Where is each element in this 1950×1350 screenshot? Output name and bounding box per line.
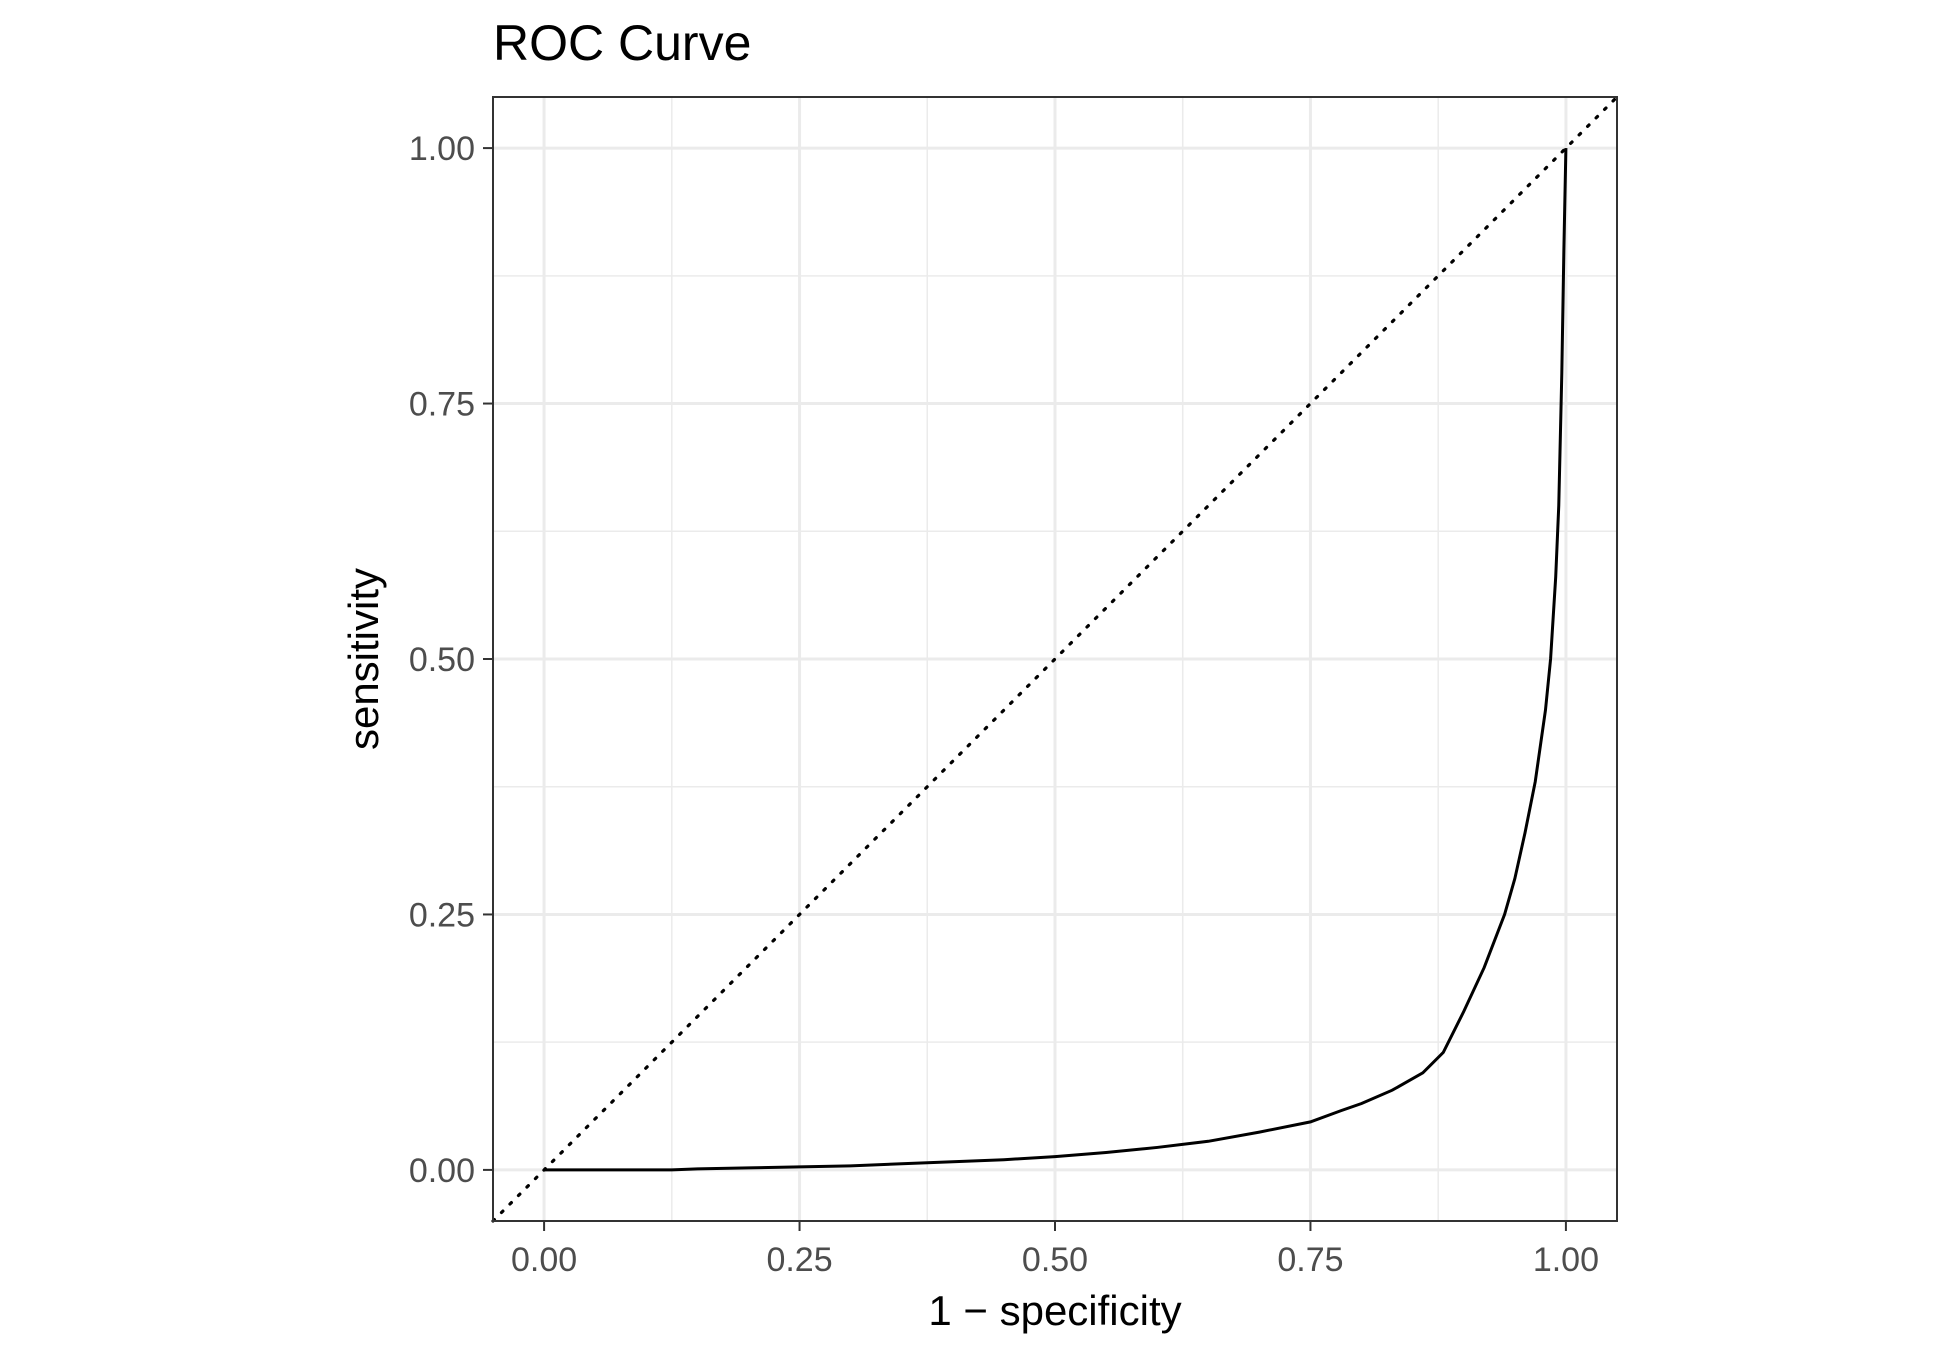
y-axis: 0.00 0.25 0.50 0.75 1.00 (409, 130, 493, 1190)
y-tick-label: 0.75 (409, 386, 475, 424)
chart-title: ROC Curve (493, 15, 751, 71)
roc-series-line (544, 148, 1568, 1172)
x-tick-label: 0.50 (1022, 1241, 1088, 1279)
y-tick-label: 0.00 (409, 1152, 475, 1190)
y-tick-label: 1.00 (409, 130, 475, 168)
x-axis-title: 1 − specificity (928, 1287, 1181, 1334)
x-tick-label: 0.25 (766, 1241, 832, 1279)
reference-diagonal (491, 95, 1619, 1223)
y-axis-title: sensitivity (340, 568, 387, 750)
y-tick-label: 0.25 (409, 896, 475, 934)
x-tick-label: 0.00 (511, 1241, 577, 1279)
x-tick-label: 0.75 (1277, 1241, 1343, 1279)
x-tick-label: 1.00 (1533, 1241, 1599, 1279)
y-tick-label: 0.50 (409, 641, 475, 679)
x-axis: 0.00 0.25 0.50 0.75 1.00 (511, 1221, 1599, 1279)
